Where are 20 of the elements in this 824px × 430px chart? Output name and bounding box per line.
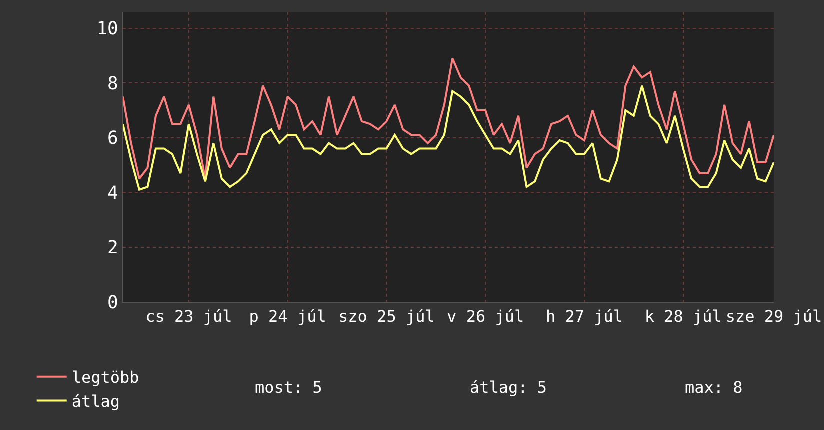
x-tick-label: szo 25 júl	[338, 307, 435, 326]
x-tick-label: sze 29 júl	[726, 307, 822, 326]
y-tick-label: 2	[108, 238, 118, 259]
text: max: 8	[685, 378, 743, 397]
x-tick-label: v 26 júl	[447, 307, 524, 326]
y-tick-label: 6	[108, 128, 118, 150]
x-tick-label: cs 23 júl	[146, 307, 232, 326]
text: átlag: 5	[470, 378, 548, 397]
y-tick-label: 0	[108, 292, 118, 314]
x-tick-label: h 27 júl	[546, 307, 623, 326]
y-tick-label: 10	[96, 18, 118, 40]
line-series	[123, 58, 774, 180]
x-tick-label: k 28 júl	[644, 307, 722, 326]
y-tick-label: 4	[108, 182, 118, 204]
text: most: 5	[255, 378, 322, 397]
line-series	[123, 84, 774, 191]
legend-label: átlag	[72, 392, 120, 411]
legend-label: legtöbb	[72, 368, 140, 388]
x-tick-label: p 24 júl	[249, 307, 326, 326]
y-tick-label: 8	[108, 73, 118, 94]
